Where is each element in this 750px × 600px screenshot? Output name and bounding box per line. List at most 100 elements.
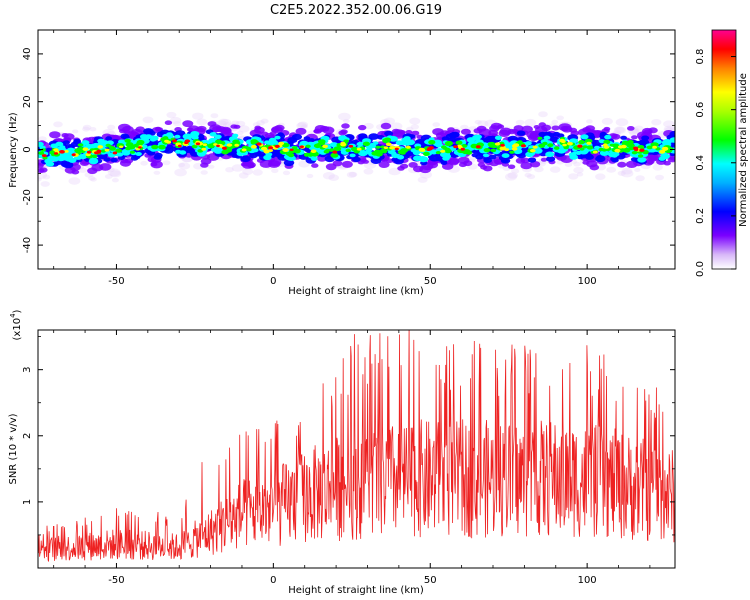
spectrogram-cell bbox=[158, 144, 166, 150]
spectrogram-cell bbox=[601, 117, 613, 125]
spectrogram-cell bbox=[41, 154, 47, 158]
spectrogram-cell bbox=[655, 174, 664, 181]
spectrogram-cell bbox=[231, 164, 244, 172]
spectrogram-cell bbox=[338, 130, 347, 136]
spectrogram-cell bbox=[207, 164, 215, 169]
spectrogram-cell bbox=[626, 143, 635, 149]
spectrogram-cell bbox=[526, 174, 536, 180]
spectrogram-cell bbox=[215, 139, 222, 144]
spectrogram-cell bbox=[97, 138, 105, 144]
x-tick-label: 100 bbox=[578, 575, 597, 586]
spectrogram-cell bbox=[505, 173, 517, 181]
spectrogram-cell bbox=[622, 147, 631, 153]
spectrogram-cell bbox=[292, 133, 302, 141]
spectrogram-cell bbox=[256, 120, 265, 126]
spectrogram-cell bbox=[39, 167, 48, 173]
spectrogram-cell bbox=[174, 168, 187, 177]
spectrogram-cell bbox=[332, 150, 337, 154]
spectrogram-cell bbox=[59, 145, 66, 149]
spectrogram-cell bbox=[547, 143, 554, 148]
spectrogram-cell bbox=[104, 174, 113, 179]
spectrogram-cell bbox=[477, 120, 489, 128]
spectrogram-cell bbox=[511, 147, 518, 151]
spectrogram-cell bbox=[164, 139, 170, 143]
spectrogram-cell bbox=[490, 148, 497, 153]
y-tick-label: -40 bbox=[22, 237, 33, 253]
spectrogram-cell bbox=[562, 143, 567, 147]
spectrogram-cell bbox=[371, 151, 379, 156]
spectrogram-cell bbox=[517, 140, 523, 144]
spectrogram-cell bbox=[133, 143, 140, 148]
spectrogram-cell bbox=[599, 150, 610, 156]
spectrogram-y-label: Frequency (Hz) bbox=[8, 112, 19, 188]
spectrogram-cell bbox=[606, 166, 617, 173]
spectrogram-cell bbox=[472, 134, 481, 141]
spectrogram-cell bbox=[568, 173, 579, 180]
spectrogram-cell bbox=[559, 138, 565, 143]
spectrogram-cell bbox=[169, 116, 182, 125]
spectrogram-cell bbox=[394, 147, 399, 151]
spectrogram-cell bbox=[444, 147, 451, 152]
spectrogram-cell bbox=[432, 128, 444, 136]
spectrogram-cell bbox=[530, 161, 541, 168]
spectrogram-cell bbox=[263, 149, 270, 154]
spectrogram-cell bbox=[125, 146, 132, 151]
spectrogram-cell bbox=[617, 161, 627, 168]
spectrogram-cell bbox=[465, 150, 473, 155]
spectrogram-cell bbox=[260, 118, 269, 124]
colorbar-tick-label: 0.4 bbox=[695, 155, 706, 171]
spectrogram-cell bbox=[68, 177, 81, 185]
spectrogram-cell bbox=[118, 139, 125, 144]
spectrogram-cell bbox=[311, 163, 319, 168]
spectrogram-cell bbox=[461, 144, 468, 148]
spectrogram-cell bbox=[524, 172, 532, 178]
spectrogram-cell bbox=[349, 153, 356, 158]
spectrogram-cell bbox=[297, 121, 308, 128]
spectrogram-cell bbox=[71, 169, 80, 175]
snr-scale-label: (x10 bbox=[12, 318, 23, 341]
spectrogram-cell bbox=[579, 147, 585, 151]
spectrogram-cell bbox=[89, 157, 98, 164]
spectrogram-cell bbox=[190, 131, 200, 137]
spectrogram-cell bbox=[38, 141, 43, 147]
spectrogram-cell bbox=[313, 129, 320, 134]
colorbar-tick-label: 0.2 bbox=[695, 208, 706, 224]
y-tick-label: -20 bbox=[22, 189, 33, 205]
spectrogram-cell bbox=[403, 136, 411, 141]
snr-scale-close: ) bbox=[12, 309, 23, 313]
spectrogram-cell bbox=[49, 131, 61, 139]
spectrogram-cell bbox=[356, 141, 364, 147]
spectrogram-cell bbox=[383, 137, 392, 143]
spectrogram-cell bbox=[142, 116, 154, 124]
colorbar-tick-label: 0.6 bbox=[695, 102, 706, 118]
spectrogram-cell bbox=[238, 172, 249, 179]
spectrogram-cell bbox=[379, 148, 388, 154]
spectrogram-cell bbox=[310, 156, 318, 161]
spectrogram-cell bbox=[107, 124, 116, 130]
spectrogram-cell bbox=[108, 145, 114, 149]
spectrogram-cell bbox=[283, 159, 295, 167]
spectrogram-cell bbox=[573, 161, 581, 167]
spectrogram-cell bbox=[478, 128, 492, 137]
spectrogram-cell bbox=[603, 139, 611, 145]
spectrogram-cell bbox=[598, 147, 605, 152]
spectrogram-cell bbox=[413, 155, 422, 161]
spectrogram-cell bbox=[525, 141, 532, 146]
spectrogram-cell bbox=[455, 140, 463, 145]
spectrogram-cell bbox=[119, 145, 124, 149]
spectrogram-cell bbox=[330, 152, 339, 158]
spectrogram-cell bbox=[378, 161, 390, 169]
spectrogram-cell bbox=[586, 141, 592, 145]
x-tick-label: 0 bbox=[270, 575, 276, 586]
spectrogram-cell bbox=[399, 130, 406, 135]
spectrogram-cell bbox=[342, 118, 350, 124]
spectrogram-cell bbox=[78, 167, 88, 173]
spectrogram-cell bbox=[40, 181, 50, 187]
spectrogram-cell bbox=[659, 149, 666, 154]
spectrogram-cell bbox=[520, 144, 527, 148]
snr-x-label: Height of straight line (km) bbox=[288, 585, 424, 596]
spectrogram-cell bbox=[549, 166, 561, 173]
spectrogram-cell bbox=[124, 138, 131, 143]
spectrogram-cell bbox=[303, 152, 311, 157]
spectrogram-cell bbox=[178, 162, 186, 168]
